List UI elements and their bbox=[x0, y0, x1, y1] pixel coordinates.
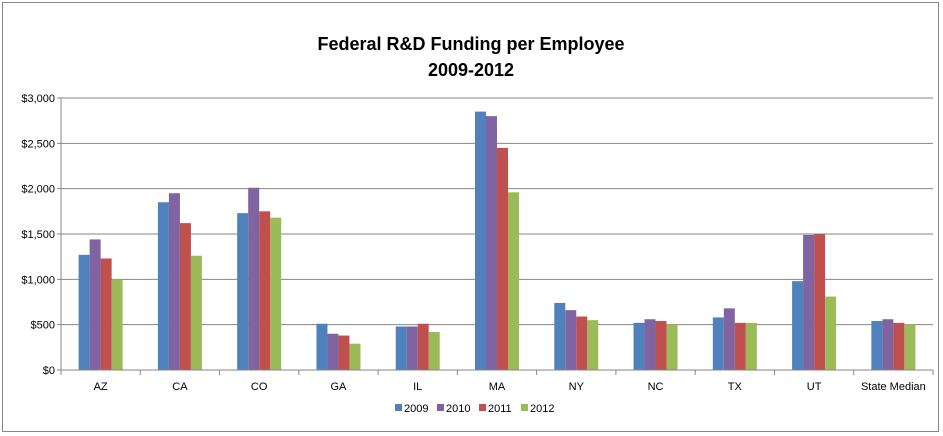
bar-2012-ny bbox=[587, 320, 599, 370]
chart-title: Federal R&D Funding per Employee bbox=[317, 34, 624, 54]
y-tick-label: $0 bbox=[43, 365, 55, 377]
bar-2012-tx bbox=[745, 322, 757, 370]
bar-2010-ma bbox=[486, 116, 497, 370]
bar-2012-ma bbox=[508, 192, 519, 370]
bar-2009-co bbox=[237, 213, 249, 370]
y-tick-label: $2,000 bbox=[21, 184, 55, 196]
bar-2012-co bbox=[270, 217, 282, 370]
y-axis-ticks: $0 $500 $1,000 $1,500 $2,000 $2,500 $3,000 bbox=[21, 93, 61, 377]
bar-2010-ca bbox=[168, 193, 180, 370]
bar-2011-ny bbox=[576, 316, 588, 370]
bar-2009-ga bbox=[316, 323, 328, 370]
bars bbox=[78, 111, 916, 370]
y-tick-label: $3,000 bbox=[21, 93, 55, 105]
bar-2011-tx bbox=[734, 322, 746, 370]
bar-chart: Federal R&D Funding per Employee 2009-20… bbox=[21, 34, 934, 415]
bar-2011-ma bbox=[497, 147, 508, 370]
bar-2009-az bbox=[78, 254, 90, 370]
x-tick-label: TX bbox=[728, 381, 743, 393]
bar-2010-ut bbox=[803, 234, 815, 370]
bar-2012-state-median bbox=[904, 324, 916, 370]
legend-swatch-2009 bbox=[395, 404, 402, 411]
bar-2010-nc bbox=[644, 319, 656, 370]
legend-label-2009: 2009 bbox=[404, 403, 428, 415]
bar-2012-ca bbox=[190, 255, 202, 370]
axes bbox=[60, 98, 933, 371]
x-tick-label: State Median bbox=[861, 381, 926, 393]
bar-2011-az bbox=[100, 258, 112, 370]
legend-label-2011: 2011 bbox=[488, 403, 512, 415]
x-tick-label: AZ bbox=[94, 381, 108, 393]
legend-label-2010: 2010 bbox=[446, 403, 470, 415]
bar-2012-nc bbox=[666, 324, 678, 370]
bar-2010-tx bbox=[723, 308, 735, 370]
chart-frame: Federal R&D Funding per Employee 2009-20… bbox=[2, 2, 939, 432]
x-tick-label: IL bbox=[413, 381, 422, 393]
legend: 2009 2010 2011 2012 bbox=[395, 403, 554, 415]
y-tick-label: $500 bbox=[31, 320, 55, 332]
bar-2010-ga bbox=[327, 333, 339, 370]
bar-2011-ca bbox=[179, 223, 191, 370]
bar-2009-state-median bbox=[871, 321, 883, 370]
bar-2012-az bbox=[111, 279, 123, 370]
bar-2011-co bbox=[259, 211, 271, 370]
y-tick-label: $2,500 bbox=[21, 138, 55, 150]
x-tick-label: MA bbox=[489, 381, 506, 393]
legend-swatch-2012 bbox=[521, 404, 528, 411]
bar-2009-ca bbox=[157, 202, 169, 370]
x-tick-label: CO bbox=[251, 381, 268, 393]
legend-label-2012: 2012 bbox=[530, 403, 554, 415]
bar-2011-nc bbox=[655, 321, 667, 370]
bar-2009-ut bbox=[792, 281, 804, 370]
bar-2012-ga bbox=[349, 343, 361, 370]
bar-2010-co bbox=[248, 187, 260, 370]
bar-2011-ga bbox=[338, 335, 350, 370]
x-tick-label: NY bbox=[569, 381, 585, 393]
bar-2011-il bbox=[417, 323, 429, 370]
bar-2010-az bbox=[89, 239, 101, 370]
bar-2009-tx bbox=[712, 317, 724, 370]
bar-2011-ut bbox=[814, 234, 826, 370]
y-tick-label: $1,000 bbox=[21, 274, 55, 286]
x-tick-label: UT bbox=[807, 381, 822, 393]
chart-subtitle: 2009-2012 bbox=[428, 60, 514, 80]
x-axis-ticks: AZ CA CO GA IL MA NY NC TX UT State Median bbox=[60, 370, 934, 393]
legend-swatch-2010 bbox=[437, 404, 444, 411]
legend-swatch-2011 bbox=[479, 404, 486, 411]
bar-2010-ny bbox=[565, 310, 577, 370]
x-tick-label: CA bbox=[172, 381, 188, 393]
x-tick-label: GA bbox=[331, 381, 348, 393]
y-tick-label: $1,500 bbox=[21, 229, 55, 241]
bar-2010-il bbox=[406, 326, 418, 370]
bar-2009-ma bbox=[475, 111, 486, 370]
bar-2012-ut bbox=[825, 296, 837, 370]
x-tick-label: NC bbox=[648, 381, 664, 393]
bar-2010-state-median bbox=[882, 319, 894, 370]
bar-2009-nc bbox=[633, 322, 645, 370]
bar-2012-il bbox=[428, 331, 440, 370]
bar-2009-ny bbox=[554, 302, 566, 370]
bar-2009-il bbox=[395, 326, 407, 370]
bar-2011-state-median bbox=[893, 322, 905, 370]
